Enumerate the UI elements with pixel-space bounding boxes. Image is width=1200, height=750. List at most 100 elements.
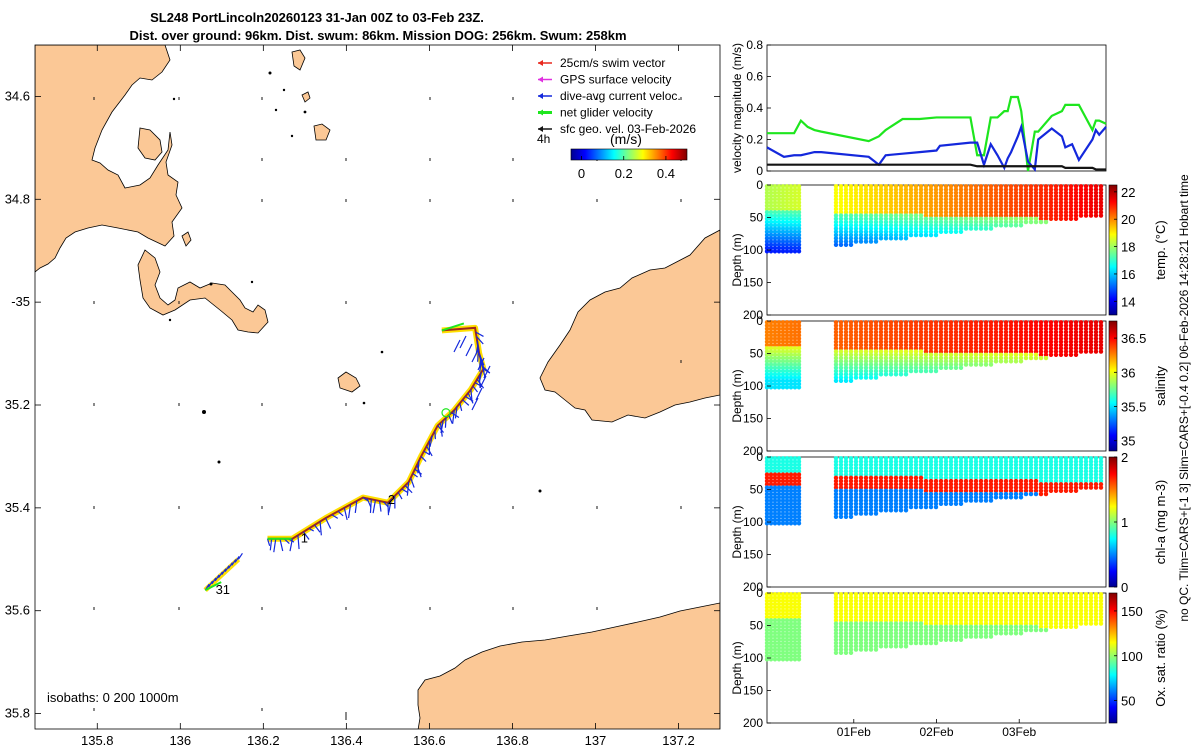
section-dot [858, 592, 864, 597]
section-dot [1098, 601, 1104, 607]
section-dot [848, 320, 854, 325]
section-dot [928, 637, 934, 642]
section-dot [963, 216, 969, 221]
velocity-y-tick-label: 0.8 [746, 38, 763, 52]
section-dot [1018, 333, 1024, 338]
section-dot [903, 320, 909, 325]
section-dot [893, 362, 899, 367]
section-dot [772, 498, 778, 503]
section-dot [903, 618, 909, 623]
section-dot [963, 601, 969, 607]
section-dot [848, 346, 854, 351]
section-dot [993, 631, 999, 636]
section-dot [1058, 462, 1064, 467]
section-dot [863, 491, 869, 497]
section-dot [998, 210, 1004, 215]
section-dot [796, 614, 802, 620]
section-dot [1023, 475, 1029, 480]
section-dot [768, 223, 774, 228]
section-dot [913, 465, 919, 471]
section-dot [998, 187, 1004, 192]
section-dot [768, 372, 774, 377]
section-dot [908, 368, 914, 374]
section-dot [1073, 488, 1079, 493]
section-dot [1048, 197, 1054, 202]
section-dot [883, 226, 889, 231]
section-dot [993, 355, 999, 361]
section-dot [833, 469, 839, 474]
section-dot [868, 193, 874, 199]
section-dot [933, 223, 939, 228]
section-dot [1033, 216, 1039, 221]
section-dot [1093, 592, 1099, 597]
section-dot [848, 349, 854, 354]
section-dot [1073, 352, 1079, 357]
section-dot [963, 342, 969, 348]
section-dot [1028, 465, 1034, 471]
section-dot [788, 193, 794, 199]
section-dot [993, 598, 999, 603]
section-dot [888, 631, 894, 636]
section-dot [903, 210, 909, 215]
section-dot [948, 190, 954, 195]
section-dot [943, 223, 949, 228]
section-dot [943, 456, 949, 461]
section-dot [908, 634, 914, 639]
section-dot [838, 608, 844, 613]
section-dot [780, 378, 786, 383]
section-dot [853, 236, 859, 241]
section-dot [792, 359, 798, 364]
section-dot [838, 462, 844, 467]
section-dot [780, 465, 786, 471]
section-dot [838, 236, 844, 241]
section-dot [768, 598, 774, 603]
section-dot [963, 456, 969, 461]
section-dot [843, 368, 849, 374]
section-dot [928, 601, 934, 607]
section-dot [796, 210, 802, 215]
section-dot [1073, 465, 1079, 471]
section-dot [784, 634, 790, 639]
section-dot [1093, 611, 1099, 616]
section-dot [796, 320, 802, 325]
section-dot [792, 200, 798, 205]
section-dot [1018, 491, 1024, 497]
section-dot [1068, 187, 1074, 192]
section-dot [772, 598, 778, 603]
section-dot [843, 197, 849, 202]
section-dot [792, 375, 798, 380]
section-dot [1083, 187, 1089, 192]
section-dot [853, 368, 859, 374]
section-dot [1013, 631, 1019, 636]
section-dot [978, 488, 984, 493]
section-dot [1058, 346, 1064, 351]
section-dot [792, 323, 798, 328]
section-dot [1088, 326, 1094, 331]
section-dot [938, 485, 944, 490]
section-dot [933, 323, 939, 328]
section-dot [772, 365, 778, 370]
section-dot [938, 329, 944, 335]
section-dot [983, 469, 989, 474]
section-dot [923, 462, 929, 467]
section-dot [780, 329, 786, 335]
section-dot [1008, 618, 1014, 623]
section-dot [988, 359, 994, 364]
section-dot [1078, 346, 1084, 351]
section-dot [843, 223, 849, 228]
section-dot [788, 498, 794, 503]
section-dot [1073, 456, 1079, 461]
section-dot [853, 592, 859, 597]
section-dot [928, 206, 934, 212]
section-dot [1018, 475, 1024, 480]
section-dot [1078, 326, 1084, 331]
section-dot [796, 336, 802, 341]
section-dot [764, 336, 770, 341]
section-dot [933, 634, 939, 639]
section-dot [1093, 339, 1099, 344]
section-dot [838, 193, 844, 199]
section-dot [978, 614, 984, 620]
section-dot [843, 219, 849, 225]
